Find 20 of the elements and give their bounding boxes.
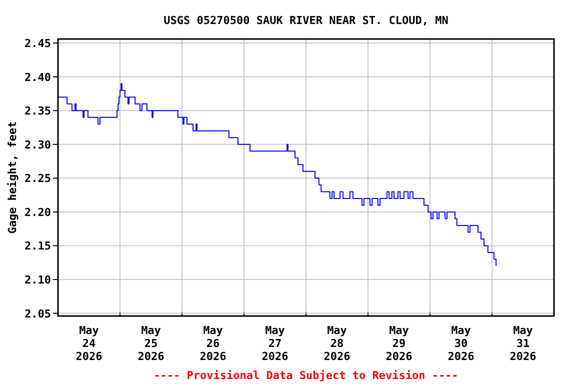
x-tick-label: May 24 2026	[76, 324, 103, 363]
y-tick-label: 2.10	[24, 274, 51, 287]
y-tick-label: 2.15	[24, 240, 51, 253]
text: ---- Provisional Data Subject to Revision ----	[154, 369, 458, 382]
x-tick-label: May 31 2026	[510, 324, 537, 363]
x-tick-label: May 26 2026	[200, 324, 227, 363]
x-tick-label: May 30 2026	[448, 324, 475, 363]
chart-title: USGS 05270500 SAUK RIVER NEAR ST. CLOUD, MN	[164, 14, 448, 27]
y-tick-label: 2.40	[24, 70, 51, 84]
x-tick-label: May 28 2026	[324, 324, 351, 363]
x-tick-label: May 29 2026	[386, 324, 413, 363]
y-tick-label: 2.20	[24, 206, 51, 219]
y-axis-title: Gage height, feet	[6, 121, 19, 234]
y-tick-label: 2.35	[24, 104, 51, 118]
y-tick-label: 2.30	[24, 138, 51, 152]
y-tick-label: 2.45	[24, 37, 51, 50]
y-tick-label: 2.05	[24, 307, 51, 320]
x-tick-label: May 25 2026	[138, 324, 165, 363]
x-tick-label: May 27 2026	[262, 324, 289, 363]
y-tick-label: 2.25	[24, 172, 51, 186]
